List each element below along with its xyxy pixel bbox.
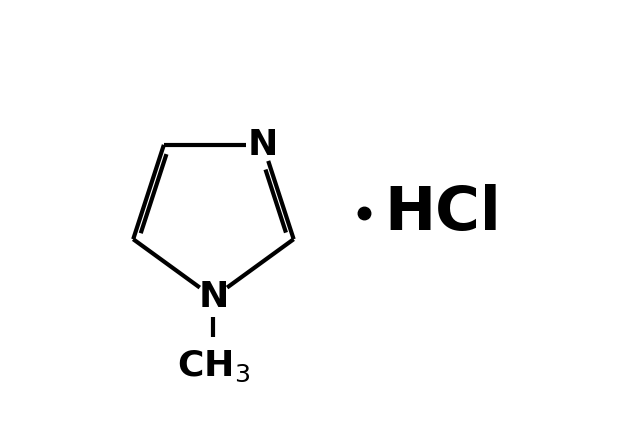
Text: N: N [198,281,228,314]
Text: HCl: HCl [385,184,501,242]
Text: N: N [248,128,278,162]
Text: CH$_3$: CH$_3$ [177,349,250,384]
